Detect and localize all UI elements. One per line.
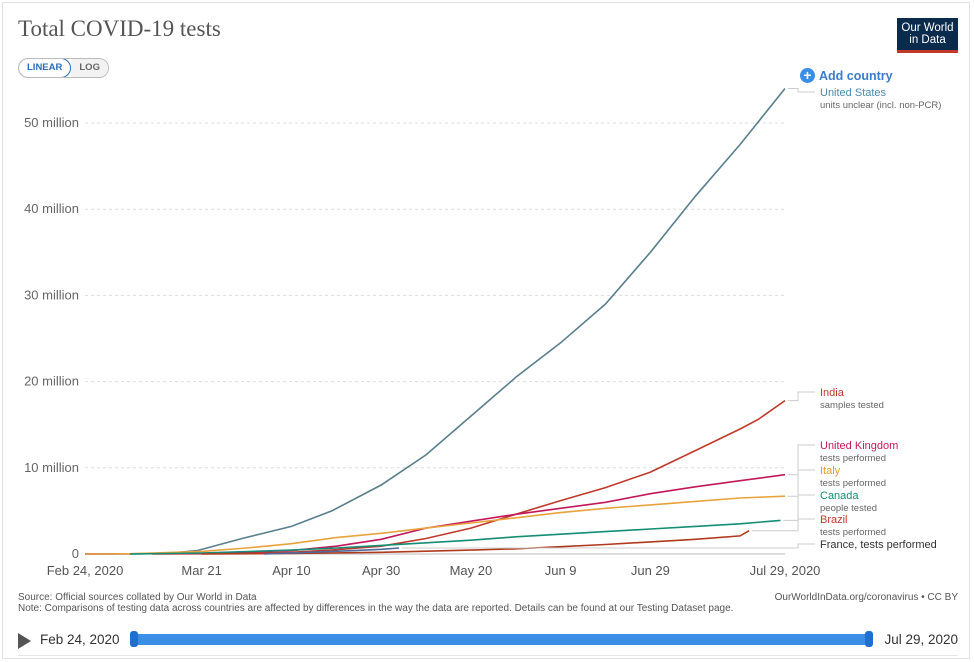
series-line-united-states: [85, 87, 786, 555]
chart-title: Total COVID-19 tests: [18, 16, 221, 41]
series-label: France, tests performed: [820, 539, 937, 551]
logo-line-2: in Data: [909, 34, 946, 46]
x-axis-ticks: Feb 24, 2020 Mar 21 Apr 10 Apr 30 May 20 Jun …: [47, 563, 821, 578]
y-tick-label: 0: [72, 546, 79, 561]
series-label: Italy: [820, 465, 841, 477]
plus-icon: +: [800, 68, 815, 83]
label-connector: [788, 444, 815, 476]
play-icon[interactable]: [18, 633, 31, 649]
x-tick-label: Jul 29, 2020: [750, 563, 821, 578]
series-sublabel: units unclear (incl. non-PCR): [820, 100, 941, 111]
series-line-france-tests-performed: [264, 547, 400, 555]
source-note: Source: Official sources collated by Our…: [18, 592, 733, 614]
series-sublabel: tests performed: [820, 453, 886, 464]
x-tick-label: Apr 10: [272, 563, 310, 578]
series-label: United Kingdom: [820, 440, 898, 452]
owid-logo[interactable]: Our World in Data: [897, 18, 958, 53]
series-sublabel: people tested: [820, 503, 877, 514]
label-connector: [752, 518, 815, 532]
linear-button[interactable]: LINEAR: [18, 59, 72, 77]
gridlines: [85, 122, 785, 555]
x-tick-label: Mar 21: [181, 563, 221, 578]
series-label: United States: [820, 87, 887, 99]
logo-line-1: Our World: [901, 22, 954, 34]
series-line-india: [152, 399, 786, 555]
line-chart: 0 10 million 20 million 30 million 40 millio…: [24, 87, 941, 578]
note-text: Note: Comparisons of testing data across…: [18, 603, 734, 614]
timeline-track[interactable]: [133, 634, 870, 645]
series-line-italy: [84, 495, 786, 555]
owid-url[interactable]: OurWorldInData.org/coronavirus • CC BY: [774, 592, 958, 603]
timeline-end-handle[interactable]: [865, 631, 873, 647]
x-tick-label: Jun 29: [631, 563, 670, 578]
source-text: Source: Official sources collated by Our…: [18, 592, 257, 603]
label-connector: [783, 494, 815, 521]
series-sublabel: tests performed: [820, 527, 886, 538]
x-tick-label: Jun 9: [545, 563, 577, 578]
series-sublabel: tests performed: [820, 478, 886, 489]
y-tick-label: 10 million: [24, 460, 79, 475]
series-line-canada: [129, 519, 781, 555]
y-tick-label: 20 million: [24, 374, 79, 389]
timeline: Feb 24, 2020 Jul 29, 2020: [18, 628, 960, 652]
label-connector: [788, 88, 815, 93]
y-tick-label: 50 million: [24, 115, 79, 130]
scale-toggle: LINEAR LOG: [18, 58, 109, 78]
x-tick-label: Apr 30: [362, 563, 400, 578]
label-connector: [788, 391, 815, 402]
y-axis-ticks: 0 10 million 20 million 30 million 40 millio…: [24, 115, 79, 561]
series-label: Canada: [820, 490, 859, 502]
log-button[interactable]: LOG: [71, 59, 108, 77]
series-label: Brazil: [820, 514, 848, 526]
timeline-start-label: Feb 24, 2020: [40, 632, 120, 647]
x-tick-label: May 20: [450, 563, 493, 578]
timeline-start-handle[interactable]: [130, 631, 138, 647]
series-lines: [84, 87, 786, 555]
label-connector: [402, 543, 815, 549]
label-connector: [788, 469, 815, 497]
series-sublabel: samples tested: [820, 400, 884, 411]
y-tick-label: 30 million: [24, 287, 79, 302]
timeline-end-label: Jul 29, 2020: [884, 632, 958, 647]
bottom-tabs-edge: [18, 655, 958, 662]
series-line-brazil: [201, 530, 750, 555]
add-country-label: Add country: [819, 68, 893, 83]
x-tick-label: Feb 24, 2020: [47, 563, 124, 578]
add-country-button[interactable]: + Add country: [800, 68, 893, 83]
y-tick-label: 40 million: [24, 201, 79, 216]
series-label: India: [820, 387, 845, 399]
